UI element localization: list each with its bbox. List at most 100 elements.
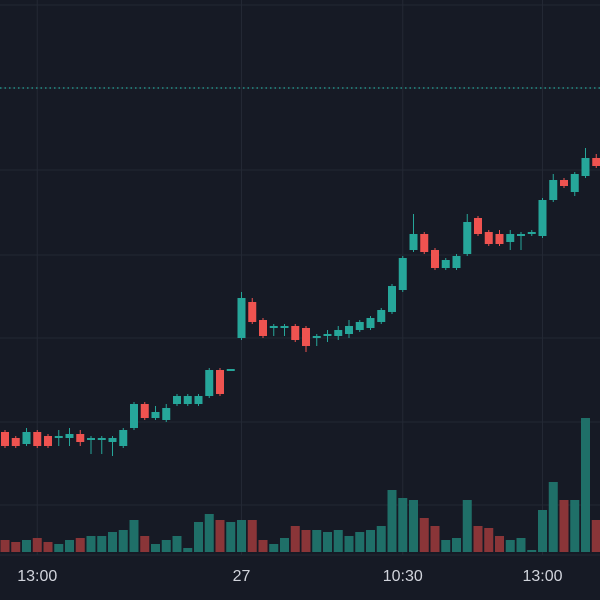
- volume-bar: [97, 536, 107, 552]
- candle-body: [226, 369, 235, 371]
- x-tick-label: 27: [233, 568, 251, 585]
- volume-bar: [75, 538, 85, 552]
- candle-body: [11, 438, 20, 446]
- volume-bar: [398, 498, 408, 552]
- candle-body: [549, 180, 558, 200]
- x-tick-label: 10:30: [383, 568, 423, 585]
- volume-bar: [333, 530, 343, 552]
- candle-body: [173, 396, 181, 404]
- volume-bar: [86, 536, 96, 552]
- volume-bar: [484, 528, 494, 552]
- candle-body: [474, 218, 482, 234]
- volume-bar: [194, 522, 203, 552]
- volume-bar: [183, 548, 193, 552]
- volume-bar: [591, 520, 600, 552]
- volume-bar: [65, 540, 74, 552]
- volume-bar: [172, 536, 182, 552]
- volume-bar: [430, 526, 440, 552]
- candle-body: [183, 396, 192, 404]
- candle-body: [302, 328, 310, 346]
- volume-bar: [409, 500, 418, 552]
- candle-body: [140, 404, 149, 418]
- candle-body: [484, 232, 493, 244]
- candle-body: [377, 310, 386, 322]
- candle-body: [44, 436, 52, 446]
- volume-bar: [32, 538, 42, 552]
- volume-bar: [215, 520, 225, 552]
- volume-bar: [355, 532, 365, 552]
- volume-bar: [366, 530, 375, 552]
- volume-bar: [301, 530, 311, 552]
- volume-bar: [204, 514, 214, 552]
- volume-bar: [387, 490, 397, 552]
- candle-body: [366, 318, 375, 328]
- candle-body: [441, 260, 450, 268]
- volume-bar: [226, 522, 236, 552]
- candle-body: [560, 180, 568, 186]
- volume-bar: [323, 532, 332, 552]
- candle-body: [216, 370, 224, 394]
- volume-bar: [516, 538, 526, 552]
- volume-bar: [0, 540, 10, 552]
- volume-bar: [538, 510, 547, 552]
- candle-body: [431, 250, 439, 268]
- volume-bar: [473, 526, 483, 552]
- candle-body: [33, 432, 42, 446]
- volume-bar: [559, 500, 569, 552]
- candle-body: [22, 432, 31, 444]
- volume-bar: [269, 544, 279, 552]
- candle-body: [323, 334, 332, 336]
- candle-body: [76, 434, 85, 442]
- volume-bar: [247, 520, 257, 552]
- candle-body: [194, 396, 203, 404]
- candle-body: [495, 234, 504, 244]
- volume-bar: [161, 540, 171, 552]
- candle-body: [398, 258, 407, 290]
- time-axis: [0, 555, 600, 600]
- candle-body: [592, 158, 600, 166]
- volume-bar: [548, 482, 558, 552]
- x-tick-label: 13:00: [17, 568, 57, 585]
- candle-body: [269, 326, 278, 328]
- x-tick-label: 13:00: [522, 568, 562, 585]
- candle-body: [54, 436, 63, 438]
- volume-bar: [237, 520, 246, 552]
- volume-bar: [11, 542, 21, 552]
- volume-bar: [527, 550, 537, 552]
- candle-body: [205, 370, 214, 396]
- candle-body: [1, 432, 9, 446]
- volume-bar: [452, 538, 461, 552]
- volume-bar: [118, 530, 128, 552]
- volume-bar: [570, 500, 580, 552]
- candle-body: [130, 404, 138, 428]
- volume-bar: [505, 540, 515, 552]
- volume-bar: [462, 500, 472, 552]
- candle-body: [151, 412, 160, 418]
- candle-body: [538, 200, 547, 236]
- candle-body: [119, 430, 128, 446]
- volume-bar: [290, 526, 300, 552]
- candle-body: [97, 438, 106, 440]
- candle-body: [581, 158, 590, 176]
- candle-body: [409, 234, 418, 250]
- candle-body: [237, 298, 246, 338]
- volume-bar: [495, 536, 504, 552]
- candle-body: [355, 322, 364, 330]
- candle-body: [345, 326, 353, 334]
- volume-bar: [151, 544, 160, 552]
- candle-body: [162, 408, 171, 420]
- volume-bar: [376, 526, 386, 552]
- volume-bar: [140, 536, 150, 552]
- candle-body: [87, 438, 95, 440]
- volume-bar: [280, 538, 289, 552]
- candle-body: [506, 234, 515, 242]
- candle-body: [248, 302, 257, 322]
- volume-bar: [312, 530, 322, 552]
- candle-body: [280, 326, 289, 328]
- volume-bar: [108, 532, 117, 552]
- candle-body: [452, 256, 461, 268]
- candle-body: [570, 174, 579, 192]
- volume-bar: [129, 520, 139, 552]
